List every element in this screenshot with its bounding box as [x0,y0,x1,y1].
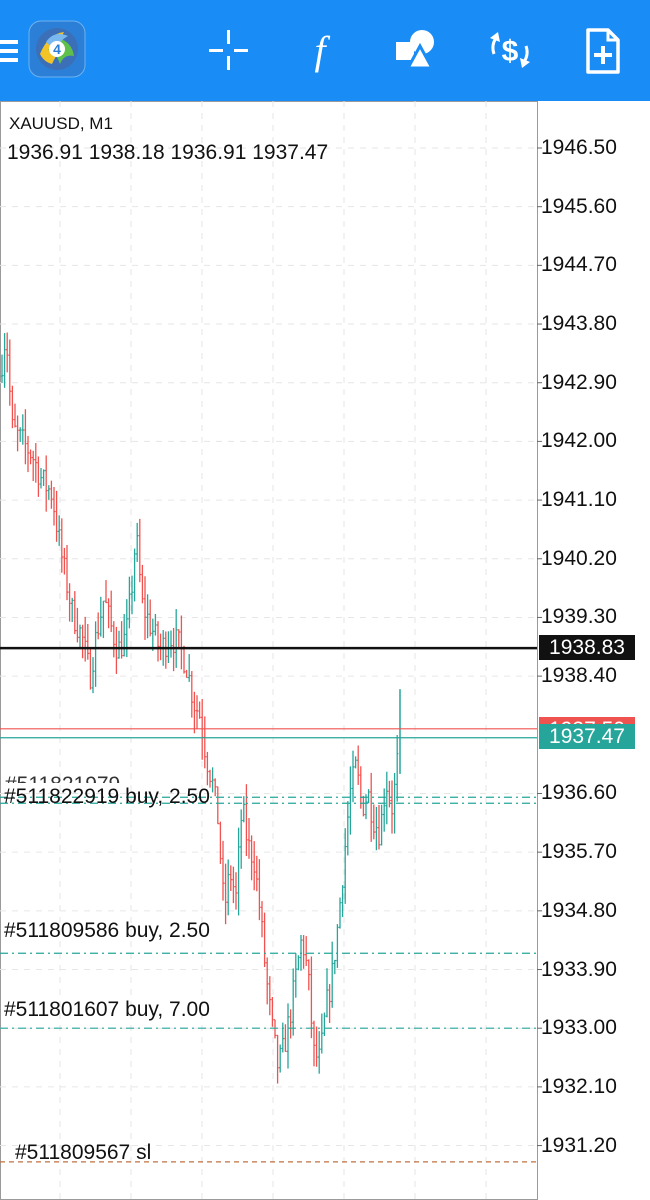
svg-text:f: f [314,28,330,73]
order-label-511809567-sl[interactable]: #511809567 sl [15,1141,152,1164]
ohlc-values: 1936.91 1938.18 1936.91 1937.47 [7,141,329,164]
chart-area[interactable]: XAUUSD, M1 1936.91 1938.18 1936.91 1937.… [0,101,650,1200]
add-document-icon [586,28,620,74]
price-scale-label: 1944.70 [541,253,617,277]
price-scale-label: 1934.80 [541,898,617,922]
crosshair-button[interactable] [196,18,260,82]
new-order-button[interactable]: $ [478,18,542,82]
price-scale-label: 1936.60 [541,781,617,805]
menu-button[interactable] [0,18,50,82]
price-scale-label: 1940.20 [541,546,617,570]
price-chart[interactable] [0,101,650,1200]
function-f-icon: f [314,28,330,73]
candlestick-series [0,332,401,1084]
shapes-icon [396,30,435,70]
price-scale-label: 1933.00 [541,1016,617,1040]
price-scale-label: 1945.60 [541,194,617,218]
top-toolbar: 4 f $ [0,0,650,101]
price-scale-label: 1946.50 [541,136,617,159]
order-label-511822919[interactable]: #511822919 buy, 2.50 [4,785,210,808]
templates-button[interactable] [570,18,634,82]
crosshair-icon [209,30,248,70]
chart-grid [0,101,542,1200]
app-logo[interactable]: 4 [28,20,86,78]
price-lines [0,646,537,1163]
price-scale-label: 1938.40 [541,664,617,688]
price-scale-label: 1935.70 [541,840,617,864]
price-scale-label: 1942.00 [541,429,617,453]
price-scale-label: 1941.10 [541,488,617,512]
horizontal-line-tag: 1938.83 [539,635,635,660]
plot-frame [0,101,538,1200]
price-scale-label: 1933.90 [541,957,617,981]
metatrader-logo-icon: 4 [28,20,86,78]
bid-price-tag: 1937.47 [539,724,635,749]
price-scale-label: 1942.90 [541,370,617,394]
order-label-hidden: #511821979 [5,773,121,796]
dollar-trade-icon: $ [490,32,530,68]
logo-badge: 4 [53,41,61,57]
objects-button[interactable] [384,18,448,82]
hamburger-menu-icon [0,40,18,62]
price-scale-label: 1939.30 [541,605,617,629]
order-label-511809586[interactable]: #511809586 buy, 2.50 [4,919,210,942]
svg-text:$: $ [502,35,519,68]
indicators-button[interactable]: f [288,18,352,82]
symbol-timeframe-label: XAUUSD, M1 [9,114,113,133]
price-scale-label: 1931.20 [541,1133,617,1157]
order-label-511801607[interactable]: #511801607 buy, 7.00 [4,998,210,1021]
price-scale-label: 1943.80 [541,312,617,336]
price-scale-label: 1932.10 [541,1074,617,1098]
